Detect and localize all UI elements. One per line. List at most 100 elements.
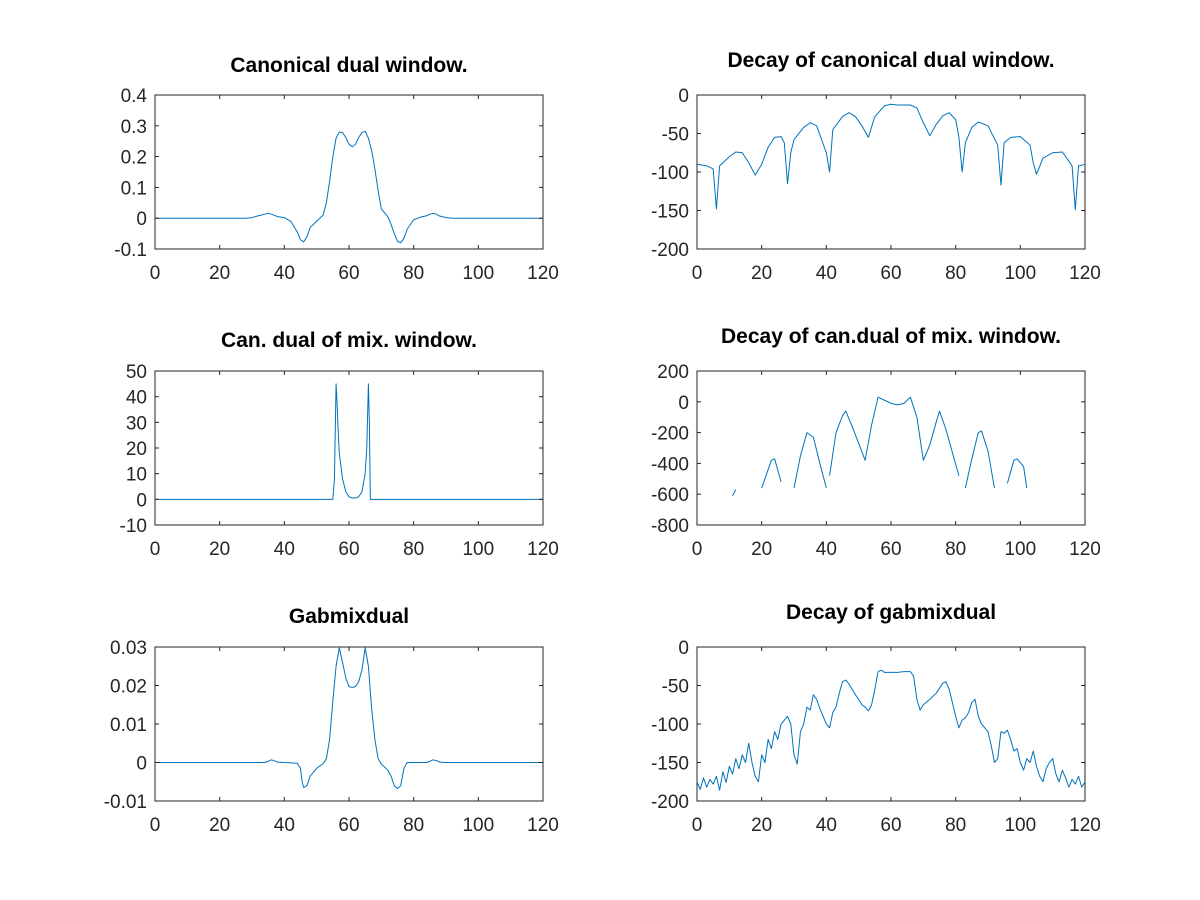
y-tick-label: 0 (136, 209, 147, 230)
x-tick-label: 60 (880, 539, 901, 560)
series-lines (732, 396, 1028, 496)
y-tick-label: -200 (651, 240, 689, 261)
x-tick-label: 60 (880, 263, 901, 284)
x-tick-label: 40 (816, 539, 837, 560)
y-tick-label: -0.01 (104, 792, 147, 813)
x-tick-label: 100 (1004, 263, 1036, 284)
y-tick-label: 10 (126, 465, 147, 486)
plot-title: Canonical dual window. (230, 54, 467, 77)
series-lines (155, 130, 543, 244)
y-tick-label: 0.02 (110, 677, 147, 698)
series-lines (696, 669, 1086, 791)
x-tick-label: 120 (1069, 539, 1101, 560)
y-tick-label: 0.01 (110, 715, 147, 736)
y-tick-label: 0 (678, 393, 689, 414)
y-tick-label: 0 (678, 86, 689, 107)
plot-title: Gabmixdual (289, 605, 409, 628)
x-tick-label: 120 (1069, 263, 1101, 284)
y-tick-label: -200 (651, 424, 689, 445)
x-tick-label: 20 (751, 539, 772, 560)
subplot-4: Decay of can.dual of mix. window. 0 20 40 6… (651, 325, 1101, 560)
x-tick-label: 20 (209, 539, 230, 560)
series-line-segment (696, 669, 1086, 791)
x-ticks: 0 20 40 60 80 100 120 (692, 371, 1101, 560)
y-tick-label: 20 (126, 439, 147, 460)
x-tick-label: 0 (692, 539, 703, 560)
plot-area (154, 94, 544, 250)
x-tick-label: 60 (880, 815, 901, 836)
y-tick-label: 0.2 (121, 148, 147, 169)
y-tick-label: 50 (126, 362, 147, 383)
y-tick-label: 0.3 (121, 117, 147, 138)
x-tick-label: 100 (462, 815, 494, 836)
series-line-segment (1006, 458, 1028, 489)
x-tick-label: 120 (527, 815, 559, 836)
x-ticks: 0 20 40 60 80 100 120 (150, 371, 559, 560)
x-tick-label: 120 (527, 263, 559, 284)
y-tick-label: -150 (651, 754, 689, 775)
subplot-5: Gabmixdual 0 20 40 60 80 100 120 -0.01 0 0.01 0.0… (104, 605, 559, 836)
subplot-1: Canonical dual window. 0 20 40 60 80 100 120 -… (114, 54, 559, 284)
x-tick-label: 0 (150, 263, 161, 284)
x-tick-label: 120 (527, 539, 559, 560)
series-line-segment (155, 383, 543, 500)
x-tick-label: 20 (751, 263, 772, 284)
y-tick-label: 0.4 (121, 86, 148, 107)
series-line-segment (793, 432, 827, 489)
series-lines (155, 647, 543, 790)
x-tick-label: 80 (403, 539, 424, 560)
y-tick-label: 40 (126, 388, 147, 409)
x-tick-label: 0 (692, 815, 703, 836)
series-line-segment (155, 647, 543, 790)
x-tick-label: 0 (150, 539, 161, 560)
y-tick-label: -800 (651, 516, 689, 537)
x-ticks: 0 20 40 60 80 100 120 (150, 95, 559, 284)
series-line-segment (732, 489, 737, 496)
x-tick-label: 40 (274, 263, 295, 284)
x-tick-label: 20 (209, 815, 230, 836)
x-ticks: 0 20 40 60 80 100 120 (692, 647, 1101, 836)
series-line-segment (829, 396, 960, 476)
y-tick-label: -0.1 (114, 240, 147, 261)
series-line-segment (964, 430, 995, 489)
x-tick-label: 60 (338, 815, 359, 836)
subplot-3: Can. dual of mix. window. 0 20 40 60 80 100 12… (120, 329, 559, 560)
y-tick-label: 0.03 (110, 638, 147, 659)
x-tick-label: 100 (462, 539, 494, 560)
subplot-2: Decay of canonical dual window. 0 20 40 60 8… (651, 49, 1101, 284)
plot-title: Decay of can.dual of mix. window. (721, 325, 1061, 348)
x-tick-label: 40 (274, 815, 295, 836)
x-tick-label: 80 (403, 815, 424, 836)
plot-area (154, 370, 544, 526)
y-tick-label: -10 (120, 516, 147, 537)
x-tick-label: 20 (751, 815, 772, 836)
x-tick-label: 60 (338, 263, 359, 284)
x-ticks: 0 20 40 60 80 100 120 (692, 95, 1101, 284)
x-tick-label: 100 (462, 263, 494, 284)
x-tick-label: 80 (945, 815, 966, 836)
y-ticks: -0.01 0 0.01 0.02 0.03 (104, 638, 543, 813)
y-ticks: -0.1 0 0.1 0.2 0.3 0.4 (114, 86, 543, 261)
y-tick-label: -200 (651, 792, 689, 813)
y-tick-label: 0 (136, 754, 147, 775)
x-tick-label: 100 (1004, 539, 1036, 560)
y-tick-label: 30 (126, 413, 147, 434)
series-line-segment (696, 103, 1086, 211)
plot-area (696, 646, 1086, 802)
x-tick-label: 80 (945, 263, 966, 284)
x-ticks: 0 20 40 60 80 100 120 (150, 647, 559, 836)
subplot-6: Decay of gabmixdual 0 20 40 60 80 100 120 -200… (651, 601, 1101, 836)
x-tick-label: 80 (945, 539, 966, 560)
series-line-segment (155, 130, 543, 244)
y-ticks: -200 -150 -100 -50 0 (651, 638, 1085, 813)
plot-area (696, 370, 1086, 526)
plot-title: Can. dual of mix. window. (221, 329, 477, 352)
y-ticks: -10 0 10 20 30 40 50 (120, 362, 543, 537)
y-tick-label: -600 (651, 485, 689, 506)
y-ticks: -200 -150 -100 -50 0 (651, 86, 1085, 261)
x-tick-label: 80 (403, 263, 424, 284)
y-tick-label: -400 (651, 454, 689, 475)
y-tick-label: 0 (678, 638, 689, 659)
x-tick-label: 100 (1004, 815, 1036, 836)
